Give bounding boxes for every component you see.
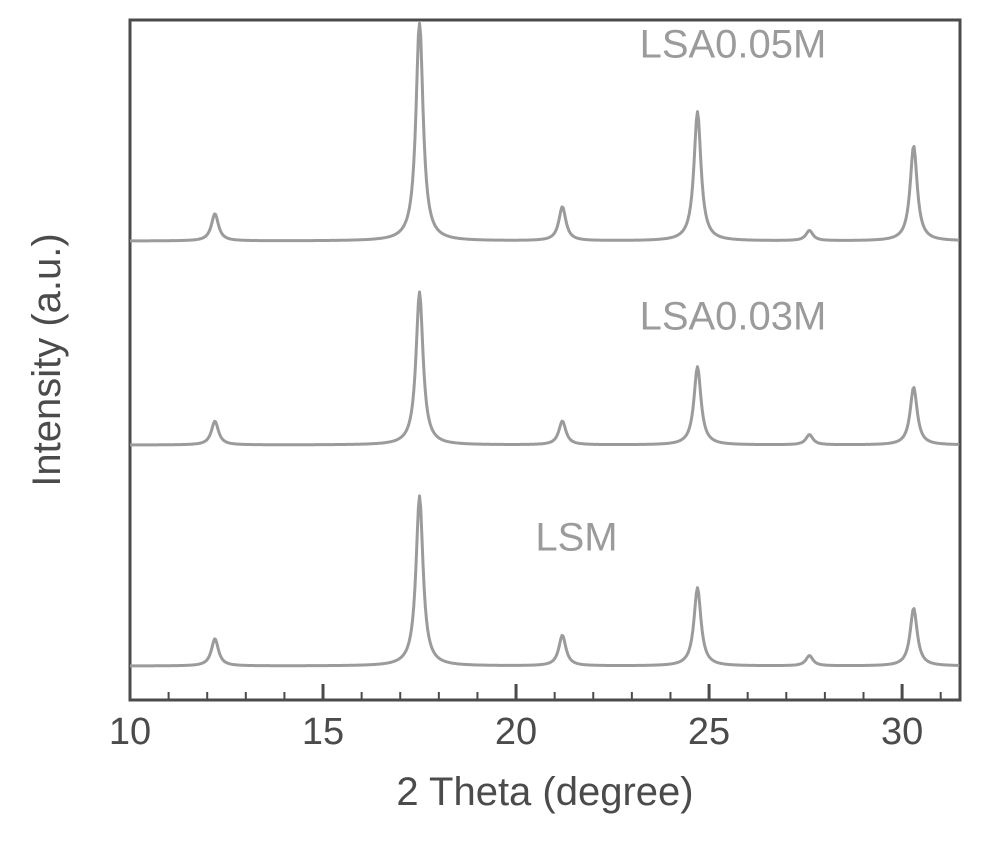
plot-area [130,20,960,700]
x-tick-labels: 10 15 20 25 30 [109,711,923,753]
x-tick-label: 15 [302,711,344,753]
curve-LSA0.05M [130,23,959,240]
x-tick-label: 20 [495,711,537,753]
x-tick-label: 25 [688,711,730,753]
curve-label-LSM: LSM [535,515,617,559]
x-tick-label: 30 [881,711,923,753]
curve-LSA0.03M [130,292,959,445]
curves-group [130,23,959,665]
xrd-chart: 10 15 20 25 30 2 Theta (degree) Intensity (a… [0,0,1000,842]
curve-labels: LSA0.05M LSA0.03M LSM [535,22,826,559]
y-axis-title: Intensity (a.u.) [25,233,69,486]
x-axis-title: 2 Theta (degree) [396,770,693,814]
curve-label-LSA0.05M: LSA0.05M [640,22,827,66]
x-minor-ticks [169,692,941,700]
curve-label-LSA0.03M: LSA0.03M [640,294,827,338]
x-tick-label: 10 [109,711,151,753]
